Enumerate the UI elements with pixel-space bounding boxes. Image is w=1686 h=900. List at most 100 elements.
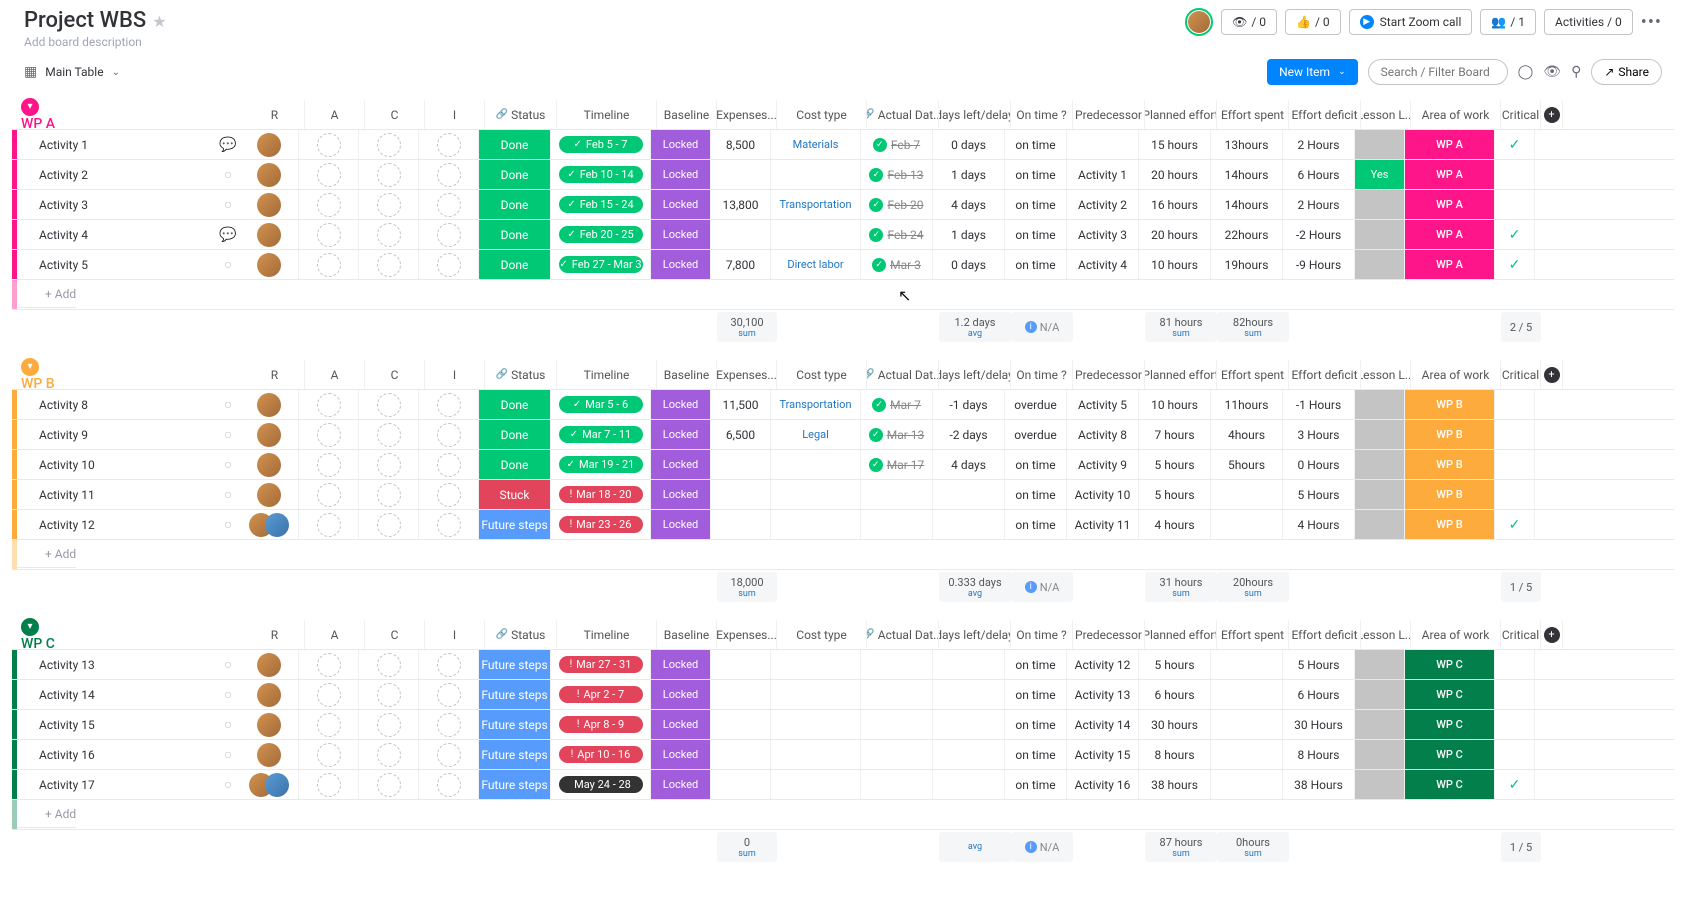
- planned-effort-cell[interactable]: 15 hours: [1139, 130, 1211, 159]
- empty-avatar[interactable]: [317, 193, 341, 217]
- days-left-cell[interactable]: 4 days: [933, 450, 1005, 479]
- search-input[interactable]: [1368, 59, 1508, 85]
- area-of-work-cell[interactable]: WP A: [1405, 160, 1495, 189]
- avatar[interactable]: [257, 253, 281, 277]
- column-header[interactable]: Status: [485, 360, 557, 389]
- chat-icon[interactable]: ○: [217, 776, 239, 793]
- effort-spent-cell[interactable]: [1211, 680, 1283, 709]
- column-header[interactable]: I: [425, 360, 485, 389]
- column-header[interactable]: Effort deficit: [1289, 360, 1361, 389]
- effort-spent-cell[interactable]: 11hours: [1211, 390, 1283, 419]
- status-cell[interactable]: Future steps: [479, 510, 551, 539]
- cost-type-cell[interactable]: [771, 710, 861, 739]
- baseline-cell[interactable]: Locked: [651, 680, 711, 709]
- column-header[interactable]: days left/delay: [939, 360, 1011, 389]
- predecessor-cell[interactable]: Activity 16: [1067, 770, 1139, 799]
- baseline-cell[interactable]: Locked: [651, 220, 711, 249]
- status-cell[interactable]: Done: [479, 420, 551, 449]
- critical-cell[interactable]: [1495, 390, 1535, 419]
- on-time-cell[interactable]: on time: [1005, 740, 1067, 769]
- timeline-cell[interactable]: ✓Mar 5 - 6: [551, 390, 651, 419]
- planned-effort-cell[interactable]: 5 hours: [1139, 650, 1211, 679]
- column-header[interactable]: days left/delay: [939, 100, 1011, 129]
- status-cell[interactable]: Done: [479, 190, 551, 219]
- column-header[interactable]: On time ?: [1011, 100, 1073, 129]
- expenses-cell[interactable]: [711, 160, 771, 189]
- column-header[interactable]: Timeline: [557, 360, 657, 389]
- days-left-cell[interactable]: -2 days: [933, 420, 1005, 449]
- chat-icon[interactable]: ○: [217, 686, 239, 703]
- empty-avatar[interactable]: [317, 453, 341, 477]
- cost-type-cell[interactable]: Transportation: [771, 190, 861, 219]
- effort-spent-cell[interactable]: 13hours: [1211, 130, 1283, 159]
- baseline-cell[interactable]: Locked: [651, 420, 711, 449]
- item-name[interactable]: Activity 2: [17, 160, 217, 189]
- column-header[interactable]: Baseline: [657, 360, 717, 389]
- baseline-cell[interactable]: Locked: [651, 130, 711, 159]
- area-of-work-cell[interactable]: WP A: [1405, 130, 1495, 159]
- cost-type-cell[interactable]: Transportation: [771, 390, 861, 419]
- effort-spent-cell[interactable]: 5hours: [1211, 450, 1283, 479]
- likes-button[interactable]: 👁 / 0: [1221, 9, 1277, 35]
- empty-avatar[interactable]: [437, 683, 461, 707]
- column-header[interactable]: Actual Dat...: [867, 360, 939, 389]
- predecessor-cell[interactable]: Activity 3: [1067, 220, 1139, 249]
- lesson-learned-cell[interactable]: [1355, 250, 1405, 279]
- timeline-cell[interactable]: ✓Feb 5 - 7: [551, 130, 651, 159]
- baseline-cell[interactable]: Locked: [651, 770, 711, 799]
- baseline-cell[interactable]: Locked: [651, 390, 711, 419]
- actual-date-cell[interactable]: [861, 710, 933, 739]
- on-time-cell[interactable]: on time: [1005, 770, 1067, 799]
- column-header[interactable]: C: [365, 360, 425, 389]
- column-header[interactable]: Effort deficit: [1289, 100, 1361, 129]
- empty-avatar[interactable]: [317, 133, 341, 157]
- item-name[interactable]: Activity 17: [17, 770, 217, 799]
- empty-avatar[interactable]: [317, 393, 341, 417]
- empty-avatar[interactable]: [377, 453, 401, 477]
- item-name[interactable]: Activity 1: [17, 130, 217, 159]
- empty-avatar[interactable]: [317, 163, 341, 187]
- person-filter-icon[interactable]: ◯: [1518, 64, 1534, 80]
- effort-deficit-cell[interactable]: 4 Hours: [1283, 510, 1355, 539]
- predecessor-cell[interactable]: Activity 10: [1067, 480, 1139, 509]
- column-header[interactable]: Effort spent: [1217, 100, 1289, 129]
- avatar-stack[interactable]: [249, 773, 289, 797]
- predecessor-cell[interactable]: Activity 5: [1067, 390, 1139, 419]
- column-header[interactable]: Effort spent: [1217, 620, 1289, 649]
- empty-avatar[interactable]: [437, 713, 461, 737]
- timeline-cell[interactable]: ✓Mar 19 - 21: [551, 450, 651, 479]
- add-item-row[interactable]: + Add: [12, 540, 1674, 570]
- actual-date-cell[interactable]: [861, 680, 933, 709]
- group-collapse-toggle[interactable]: ▾: [21, 618, 39, 636]
- column-header[interactable]: Critical: [1501, 620, 1541, 649]
- item-name[interactable]: Activity 16: [17, 740, 217, 769]
- actual-date-cell[interactable]: ✓Feb 7: [861, 130, 933, 159]
- expenses-cell[interactable]: [711, 450, 771, 479]
- column-header[interactable]: Timeline: [557, 100, 657, 129]
- effort-spent-cell[interactable]: 14hours: [1211, 160, 1283, 189]
- avatar[interactable]: [257, 713, 281, 737]
- effort-deficit-cell[interactable]: -1 Hours: [1283, 390, 1355, 419]
- actual-date-cell[interactable]: [861, 740, 933, 769]
- critical-cell[interactable]: [1495, 740, 1535, 769]
- view-name[interactable]: Main Table: [45, 65, 103, 79]
- effort-deficit-cell[interactable]: 0 Hours: [1283, 450, 1355, 479]
- more-menu-icon[interactable]: •••: [1641, 12, 1662, 33]
- column-header[interactable]: Planned effort: [1145, 360, 1217, 389]
- cost-type-cell[interactable]: Legal: [771, 420, 861, 449]
- filter-icon[interactable]: ⚲: [1571, 64, 1581, 80]
- actual-date-cell[interactable]: ✓Mar 17: [861, 450, 933, 479]
- predecessor-cell[interactable]: Activity 12: [1067, 650, 1139, 679]
- area-of-work-cell[interactable]: WP B: [1405, 510, 1495, 539]
- status-cell[interactable]: Done: [479, 250, 551, 279]
- chat-icon[interactable]: ○: [217, 196, 239, 213]
- empty-avatar[interactable]: [317, 513, 341, 537]
- column-header[interactable]: Planned effort: [1145, 100, 1217, 129]
- chat-icon[interactable]: 💬: [217, 137, 239, 153]
- empty-avatar[interactable]: [437, 423, 461, 447]
- predecessor-cell[interactable]: Activity 13: [1067, 680, 1139, 709]
- days-left-cell[interactable]: -1 days: [933, 390, 1005, 419]
- critical-cell[interactable]: ✓: [1495, 770, 1535, 799]
- lesson-learned-cell[interactable]: [1355, 770, 1405, 799]
- item-name[interactable]: Activity 4: [17, 220, 217, 249]
